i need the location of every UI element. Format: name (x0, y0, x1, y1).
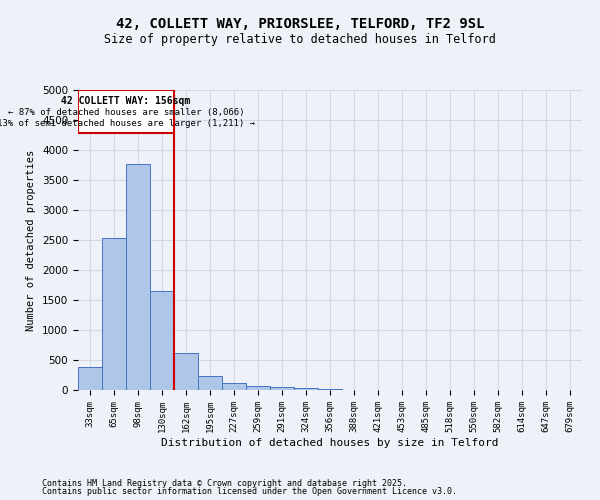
Text: Size of property relative to detached houses in Telford: Size of property relative to detached ho… (104, 32, 496, 46)
Bar (198, 376, 222, 390)
Bar (174, 353, 198, 390)
Text: Contains public sector information licensed under the Open Government Licence v3: Contains public sector information licen… (42, 487, 457, 496)
Bar (126, 164, 150, 390)
Bar (222, 384, 246, 390)
Text: 42 COLLETT WAY: 156sqm: 42 COLLETT WAY: 156sqm (61, 96, 191, 106)
Bar (246, 386, 270, 390)
Bar (294, 388, 318, 390)
Text: ← 87% of detached houses are smaller (8,066): ← 87% of detached houses are smaller (8,… (8, 108, 244, 117)
Text: Contains HM Land Registry data © Crown copyright and database right 2025.: Contains HM Land Registry data © Crown c… (42, 478, 407, 488)
Bar (150, 291, 174, 390)
X-axis label: Distribution of detached houses by size in Telford: Distribution of detached houses by size … (161, 438, 499, 448)
Text: 42, COLLETT WAY, PRIORSLEE, TELFORD, TF2 9SL: 42, COLLETT WAY, PRIORSLEE, TELFORD, TF2… (116, 18, 484, 32)
Bar (78, 367, 102, 390)
Y-axis label: Number of detached properties: Number of detached properties (26, 150, 37, 330)
Bar (78, 90, 174, 132)
Text: 13% of semi-detached houses are larger (1,211) →: 13% of semi-detached houses are larger (… (0, 119, 255, 128)
Bar (270, 388, 294, 390)
Bar (102, 238, 126, 390)
